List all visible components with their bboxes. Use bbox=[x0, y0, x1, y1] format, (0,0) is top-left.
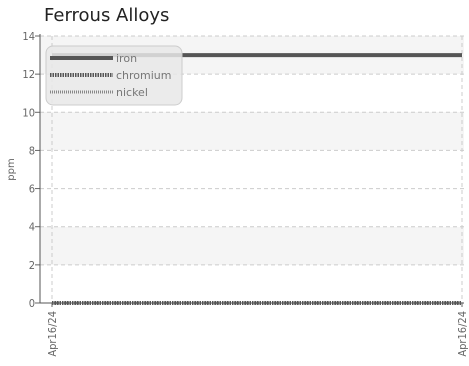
y-tick-label: 10 bbox=[22, 106, 35, 119]
y-tick-label: 6 bbox=[29, 183, 35, 196]
plot-band bbox=[40, 227, 464, 265]
y-tick-label: 4 bbox=[29, 221, 35, 234]
y-tick-label: 2 bbox=[29, 259, 35, 272]
y-tick-label: 12 bbox=[22, 68, 35, 81]
legend-label-iron: iron bbox=[116, 52, 137, 65]
y-axis-label: ppm bbox=[6, 158, 17, 180]
y-tick-label: 8 bbox=[29, 144, 35, 157]
legend-label-nickel: nickel bbox=[116, 86, 148, 99]
x-tick-label: Apr16/24 bbox=[456, 311, 469, 357]
legend-label-chromium: chromium bbox=[116, 69, 172, 82]
chart-title: Ferrous Alloys bbox=[44, 5, 170, 26]
legend: iron chromium nickel bbox=[45, 45, 183, 106]
y-tick-label: 14 bbox=[22, 30, 35, 43]
y-tick-label: 0 bbox=[29, 297, 35, 310]
axes: 0 2 4 6 8 10 12 14 Apr16/24 Apr16/24 ppm bbox=[6, 30, 469, 357]
legend-box bbox=[45, 45, 183, 106]
x-tick-label: Apr16/24 bbox=[46, 311, 59, 357]
plot-band bbox=[40, 112, 464, 150]
